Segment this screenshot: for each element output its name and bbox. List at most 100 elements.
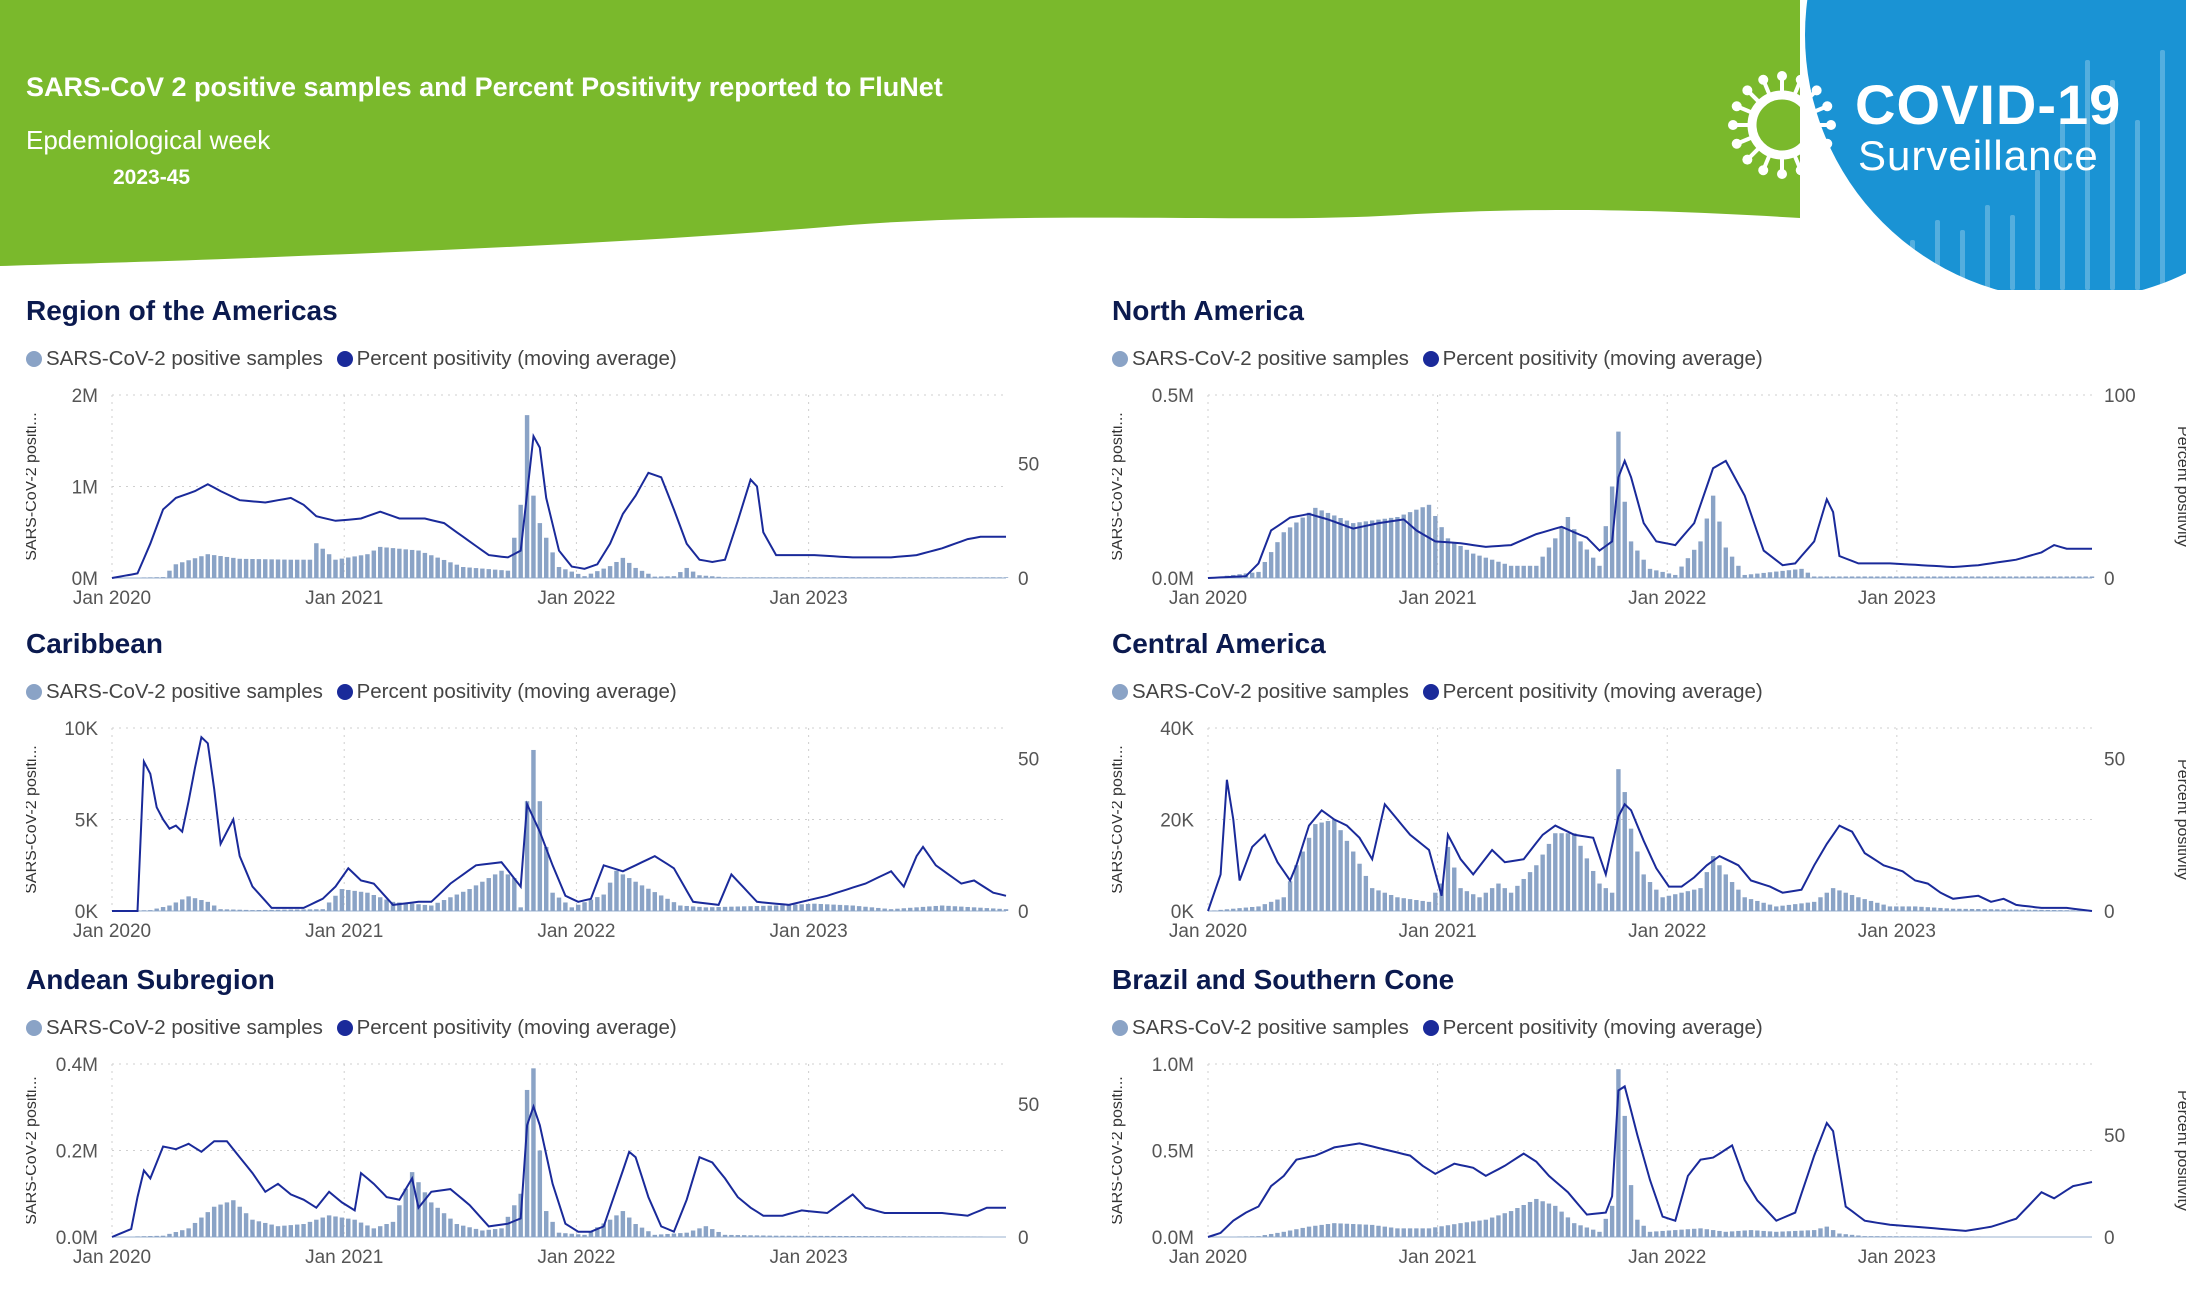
bar	[1881, 576, 1886, 578]
bar	[735, 577, 741, 578]
bar	[741, 1235, 747, 1237]
bar	[1540, 1201, 1545, 1237]
bar	[633, 881, 638, 911]
bar	[275, 909, 281, 911]
bar	[1414, 509, 1419, 578]
bar	[1376, 890, 1381, 911]
bar	[2058, 910, 2063, 911]
bar	[282, 909, 287, 911]
bar	[1546, 1203, 1552, 1237]
bar	[2001, 909, 2006, 911]
bar	[818, 577, 824, 578]
legend-bars-label: SARS-CoV-2 positive samples	[46, 680, 323, 703]
y-right-tick-label: 50	[2104, 1126, 2125, 1147]
legend-bars-marker	[1112, 351, 1128, 367]
bar	[895, 908, 900, 911]
y-left-tick-label: 0.5M	[1152, 386, 1194, 407]
bar	[1900, 906, 1905, 911]
bar	[1515, 885, 1520, 911]
y-right-tick-label: 0	[2104, 1228, 2115, 1249]
bar	[518, 504, 523, 578]
bar	[275, 559, 281, 578]
bar	[882, 1236, 887, 1237]
bar	[250, 1219, 255, 1237]
bar	[1231, 908, 1236, 911]
bar	[1609, 1205, 1615, 1237]
bar	[1635, 1219, 1640, 1237]
bar	[346, 557, 351, 578]
x-tick-label: Jan 2021	[1399, 1247, 1477, 1268]
x-tick-label: Jan 2023	[770, 1247, 848, 1268]
bar	[678, 572, 683, 578]
bar	[1995, 576, 2000, 578]
bar	[397, 902, 402, 911]
bar	[1515, 1208, 1520, 1237]
bar	[1641, 1225, 1646, 1237]
bar	[1565, 833, 1571, 911]
bar	[1313, 1225, 1318, 1237]
bar	[1654, 889, 1659, 911]
bar	[959, 906, 964, 911]
bar	[148, 910, 153, 911]
legend-line-label: Percent positivity (moving average)	[1442, 347, 1763, 370]
bar	[1894, 1236, 1899, 1237]
bar	[1881, 904, 1886, 911]
bar	[409, 549, 415, 578]
bar	[148, 577, 153, 578]
bar	[377, 1226, 383, 1237]
bar	[358, 555, 364, 578]
chart-legend: SARS-CoV-2 positive samples Percent posi…	[26, 680, 685, 704]
bar	[697, 575, 702, 578]
y-left-tick-label: 0.0M	[1152, 1228, 1194, 1249]
bar	[1616, 1069, 1621, 1237]
bar	[1856, 897, 1861, 911]
bar	[1698, 541, 1703, 578]
bar	[773, 577, 779, 578]
bar	[741, 577, 747, 578]
bar	[1862, 899, 1867, 911]
bar	[435, 557, 440, 578]
bar	[1755, 900, 1760, 911]
bar	[652, 576, 658, 578]
bar	[1837, 890, 1842, 911]
bar	[652, 892, 658, 911]
x-tick-label: Jan 2023	[1858, 921, 1936, 942]
bar	[1376, 1225, 1381, 1237]
bar	[946, 1236, 951, 1237]
bar	[1502, 888, 1507, 911]
legend-bars-marker	[26, 684, 42, 700]
bar	[1256, 1236, 1261, 1237]
bar	[805, 577, 811, 578]
bar	[1919, 1236, 1924, 1237]
bar	[2032, 576, 2038, 578]
bar	[1414, 900, 1419, 911]
bar	[1723, 1231, 1728, 1237]
bar	[1376, 519, 1381, 578]
bar	[218, 1204, 223, 1237]
bar	[850, 905, 855, 911]
bar	[1351, 851, 1356, 911]
bar	[927, 577, 932, 578]
bar	[237, 1206, 242, 1237]
bar	[1420, 507, 1425, 578]
bar	[1540, 854, 1545, 911]
bar	[805, 1235, 811, 1237]
bar	[1502, 1213, 1507, 1237]
bar	[294, 1224, 300, 1237]
bar	[1925, 907, 1931, 911]
bar	[633, 1224, 638, 1237]
bar	[211, 905, 217, 911]
bar	[269, 1224, 274, 1237]
bar	[1767, 572, 1773, 578]
bar	[160, 907, 166, 911]
bar	[1363, 1224, 1369, 1237]
bar	[448, 1218, 453, 1237]
chart-legend: SARS-CoV-2 positive samples Percent posi…	[1112, 347, 1771, 371]
bar	[2064, 910, 2069, 911]
bar	[365, 554, 370, 578]
bar	[722, 1234, 728, 1237]
bar	[365, 892, 370, 911]
bar	[2058, 576, 2063, 578]
bar	[384, 899, 389, 911]
bar	[1906, 906, 1912, 911]
